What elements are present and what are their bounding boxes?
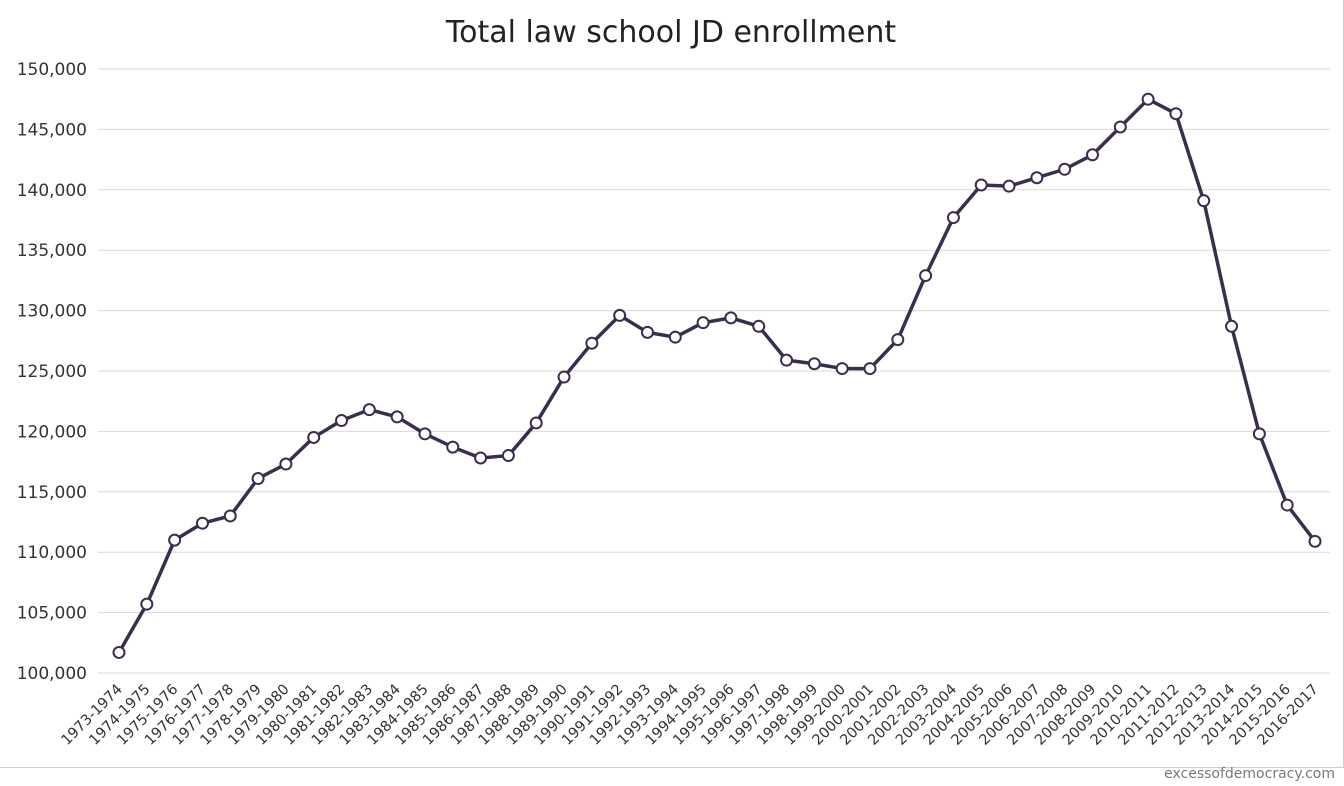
y-tick-label: 140,000 [17, 181, 87, 201]
data-point [390, 410, 404, 424]
y-tick-label: 130,000 [17, 302, 87, 322]
data-point [613, 308, 627, 322]
data-point [557, 370, 571, 384]
data-point [195, 516, 209, 530]
data-point [1308, 534, 1322, 548]
x-axis-labels: 1973-19741974-19751975-19761976-19771977… [59, 682, 1322, 749]
data-point [168, 533, 182, 547]
data-point [974, 178, 988, 192]
y-tick-label: 105,000 [17, 604, 87, 624]
y-tick-label: 110,000 [17, 543, 87, 563]
chart-frame: Total law school JD enrollment 100,000 10… [0, 0, 1344, 768]
data-point [501, 449, 515, 463]
series-line [117, 97, 1317, 654]
data-point [891, 333, 905, 347]
data-point [807, 357, 821, 371]
data-point [752, 319, 766, 333]
y-tick-label: 125,000 [17, 362, 87, 382]
source-credit: excessofdemocracy.com [1164, 766, 1335, 782]
data-point [1280, 498, 1294, 512]
data-point [279, 457, 293, 471]
y-axis-labels: 100,000 105,000 110,000 115,000 120,000 125,0… [17, 60, 87, 684]
y-tick-label: 145,000 [17, 120, 87, 140]
chart-title: Total law school JD enrollment [445, 15, 896, 50]
gridlines [98, 68, 1330, 674]
data-point [863, 362, 877, 376]
data-point [529, 416, 543, 430]
line-chart: Total law school JD enrollment 100,00010… [17, 15, 1330, 749]
data-point [335, 414, 349, 428]
data-point [418, 427, 432, 441]
data-point [223, 509, 237, 523]
data-point [307, 430, 321, 444]
data-point [1252, 427, 1266, 441]
data-point [919, 269, 933, 283]
data-point [1197, 194, 1211, 208]
data-point [1030, 171, 1044, 185]
data-point [446, 440, 460, 454]
data-point [946, 211, 960, 225]
data-point [1169, 107, 1183, 121]
data-point [1085, 148, 1099, 162]
data-point [474, 451, 488, 465]
y-tick-label: 115,000 [17, 483, 87, 503]
data-point [640, 325, 654, 339]
data-point [1002, 179, 1016, 193]
y-tick-label: 150,000 [17, 60, 87, 80]
data-point [112, 645, 126, 659]
series-line-group [117, 97, 1317, 654]
data-point [362, 403, 376, 417]
data-point [1225, 319, 1239, 333]
data-points [112, 92, 1322, 659]
data-point [1141, 92, 1155, 106]
data-point [696, 316, 710, 330]
data-point [1058, 162, 1072, 176]
y-tick-label: 120,000 [17, 422, 87, 442]
data-point [585, 336, 599, 350]
y-tick-label: 135,000 [17, 241, 87, 261]
data-point [1113, 120, 1127, 134]
data-point [251, 472, 265, 486]
data-point [780, 353, 794, 367]
data-point [668, 330, 682, 344]
data-point [140, 597, 154, 611]
data-point [835, 362, 849, 376]
y-tick-label: 100,000 [17, 664, 87, 684]
data-point [724, 311, 738, 325]
